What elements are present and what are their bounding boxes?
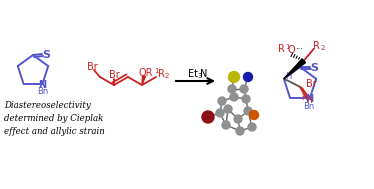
Text: S: S [42, 50, 50, 60]
Polygon shape [142, 76, 145, 85]
Text: H: H [306, 96, 312, 105]
Text: Bn: Bn [37, 88, 48, 96]
Circle shape [218, 97, 226, 105]
Circle shape [240, 85, 248, 93]
Circle shape [202, 111, 214, 123]
Text: S: S [310, 63, 318, 73]
Circle shape [222, 121, 230, 129]
Circle shape [224, 105, 232, 113]
Text: O: O [287, 45, 295, 55]
Text: R: R [313, 41, 320, 51]
Text: H: H [301, 93, 307, 102]
Text: N: N [200, 69, 207, 79]
Text: OR: OR [139, 68, 153, 78]
Text: N: N [305, 94, 313, 104]
Circle shape [228, 85, 236, 93]
Circle shape [243, 73, 252, 81]
Text: R: R [278, 44, 285, 54]
Text: Diastereoselectivity
determined by Cieplak
effect and allylic strain: Diastereoselectivity determined by Ciepl… [4, 101, 105, 136]
Text: 1: 1 [154, 68, 158, 74]
Text: Br: Br [306, 79, 317, 89]
Circle shape [242, 95, 250, 103]
Circle shape [248, 123, 256, 131]
Text: Et: Et [188, 69, 199, 79]
Circle shape [244, 107, 252, 115]
Circle shape [236, 127, 244, 135]
Text: N: N [39, 80, 46, 90]
Circle shape [234, 115, 242, 123]
Text: Br: Br [108, 70, 119, 80]
Circle shape [229, 71, 239, 83]
Text: H: H [285, 72, 291, 81]
Text: R: R [157, 69, 165, 79]
Circle shape [249, 111, 258, 119]
Circle shape [230, 93, 238, 101]
Text: 3: 3 [197, 73, 202, 79]
Circle shape [216, 109, 224, 117]
Text: 2: 2 [165, 73, 169, 79]
Text: 1: 1 [286, 44, 290, 50]
Text: 2: 2 [321, 45, 325, 51]
Text: ···: ··· [295, 45, 303, 54]
Text: Br: Br [87, 62, 97, 72]
Text: Bn: Bn [303, 102, 315, 111]
Polygon shape [284, 59, 306, 79]
